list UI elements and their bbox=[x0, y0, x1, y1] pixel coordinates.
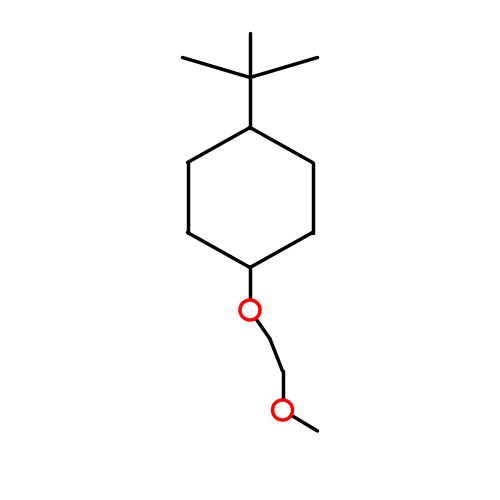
Circle shape bbox=[272, 400, 292, 420]
Circle shape bbox=[240, 300, 260, 320]
